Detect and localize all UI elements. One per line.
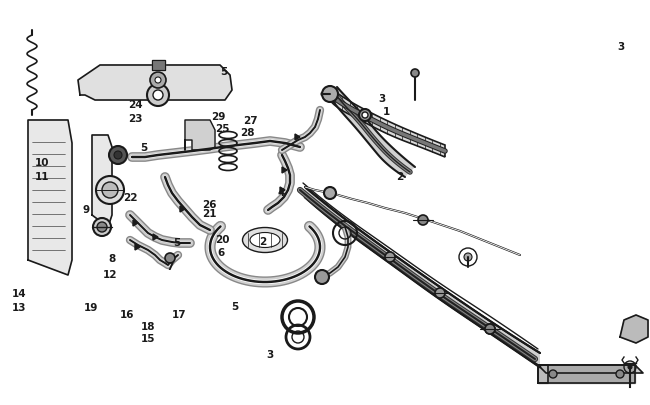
Text: 12: 12 [103,270,118,279]
Circle shape [628,365,632,369]
Circle shape [114,151,122,160]
Text: 19: 19 [84,302,98,312]
Text: 3: 3 [266,350,274,359]
Circle shape [102,183,118,198]
Polygon shape [152,61,165,71]
Polygon shape [620,315,648,343]
Polygon shape [185,121,215,151]
Text: 17: 17 [172,309,186,319]
Circle shape [359,110,371,122]
Circle shape [322,87,338,103]
Circle shape [418,215,428,226]
Circle shape [165,254,175,263]
Polygon shape [295,135,300,141]
Text: 28: 28 [240,128,254,138]
Text: 21: 21 [202,209,216,219]
Text: 1: 1 [383,107,391,116]
Text: 13: 13 [12,302,27,312]
Text: 24: 24 [128,100,142,109]
Polygon shape [133,220,138,226]
Circle shape [362,113,368,119]
Polygon shape [330,88,415,177]
Text: 29: 29 [211,112,226,122]
Polygon shape [78,66,232,101]
Text: 3: 3 [617,42,625,51]
Circle shape [96,177,124,205]
Ellipse shape [242,228,287,253]
Text: 10: 10 [35,158,49,168]
Circle shape [155,78,161,84]
Circle shape [435,288,445,298]
Circle shape [464,254,472,261]
Text: 5: 5 [173,237,181,247]
Text: 3: 3 [378,94,386,104]
Polygon shape [538,365,643,373]
Polygon shape [180,207,185,213]
Polygon shape [305,188,540,367]
Text: 2: 2 [396,171,404,181]
Circle shape [485,324,495,334]
Circle shape [153,91,163,101]
Text: 2: 2 [259,236,267,246]
Polygon shape [282,168,287,174]
Polygon shape [135,244,140,250]
Text: 16: 16 [120,309,135,319]
Circle shape [485,324,495,334]
Circle shape [93,218,111,237]
Text: 7: 7 [166,262,174,271]
Text: 5: 5 [231,301,239,311]
Circle shape [549,370,557,378]
Text: 4: 4 [277,188,285,197]
Circle shape [411,70,419,78]
Text: 26: 26 [202,200,216,209]
Circle shape [150,73,166,89]
Text: 15: 15 [141,333,155,343]
Text: 20: 20 [215,235,229,245]
Text: 6: 6 [217,247,225,257]
Circle shape [147,85,169,107]
Ellipse shape [250,233,280,248]
Polygon shape [153,234,158,241]
Text: 8: 8 [108,254,116,263]
Text: 14: 14 [12,289,27,298]
Polygon shape [538,365,635,383]
Text: 22: 22 [123,193,137,202]
Text: 27: 27 [243,116,257,126]
Circle shape [109,147,127,164]
Text: 9: 9 [83,205,89,215]
Polygon shape [330,88,445,158]
Polygon shape [92,136,112,228]
Text: 5: 5 [220,67,228,77]
Circle shape [315,270,329,284]
Text: 11: 11 [35,171,49,181]
Polygon shape [28,121,72,275]
Circle shape [385,252,395,262]
Polygon shape [280,188,285,194]
Text: 23: 23 [128,113,142,123]
Text: 25: 25 [215,124,229,134]
Circle shape [324,188,336,200]
Text: 5: 5 [140,143,148,153]
Polygon shape [538,365,548,383]
Circle shape [97,222,107,232]
Circle shape [616,370,624,378]
Text: 18: 18 [141,321,155,331]
